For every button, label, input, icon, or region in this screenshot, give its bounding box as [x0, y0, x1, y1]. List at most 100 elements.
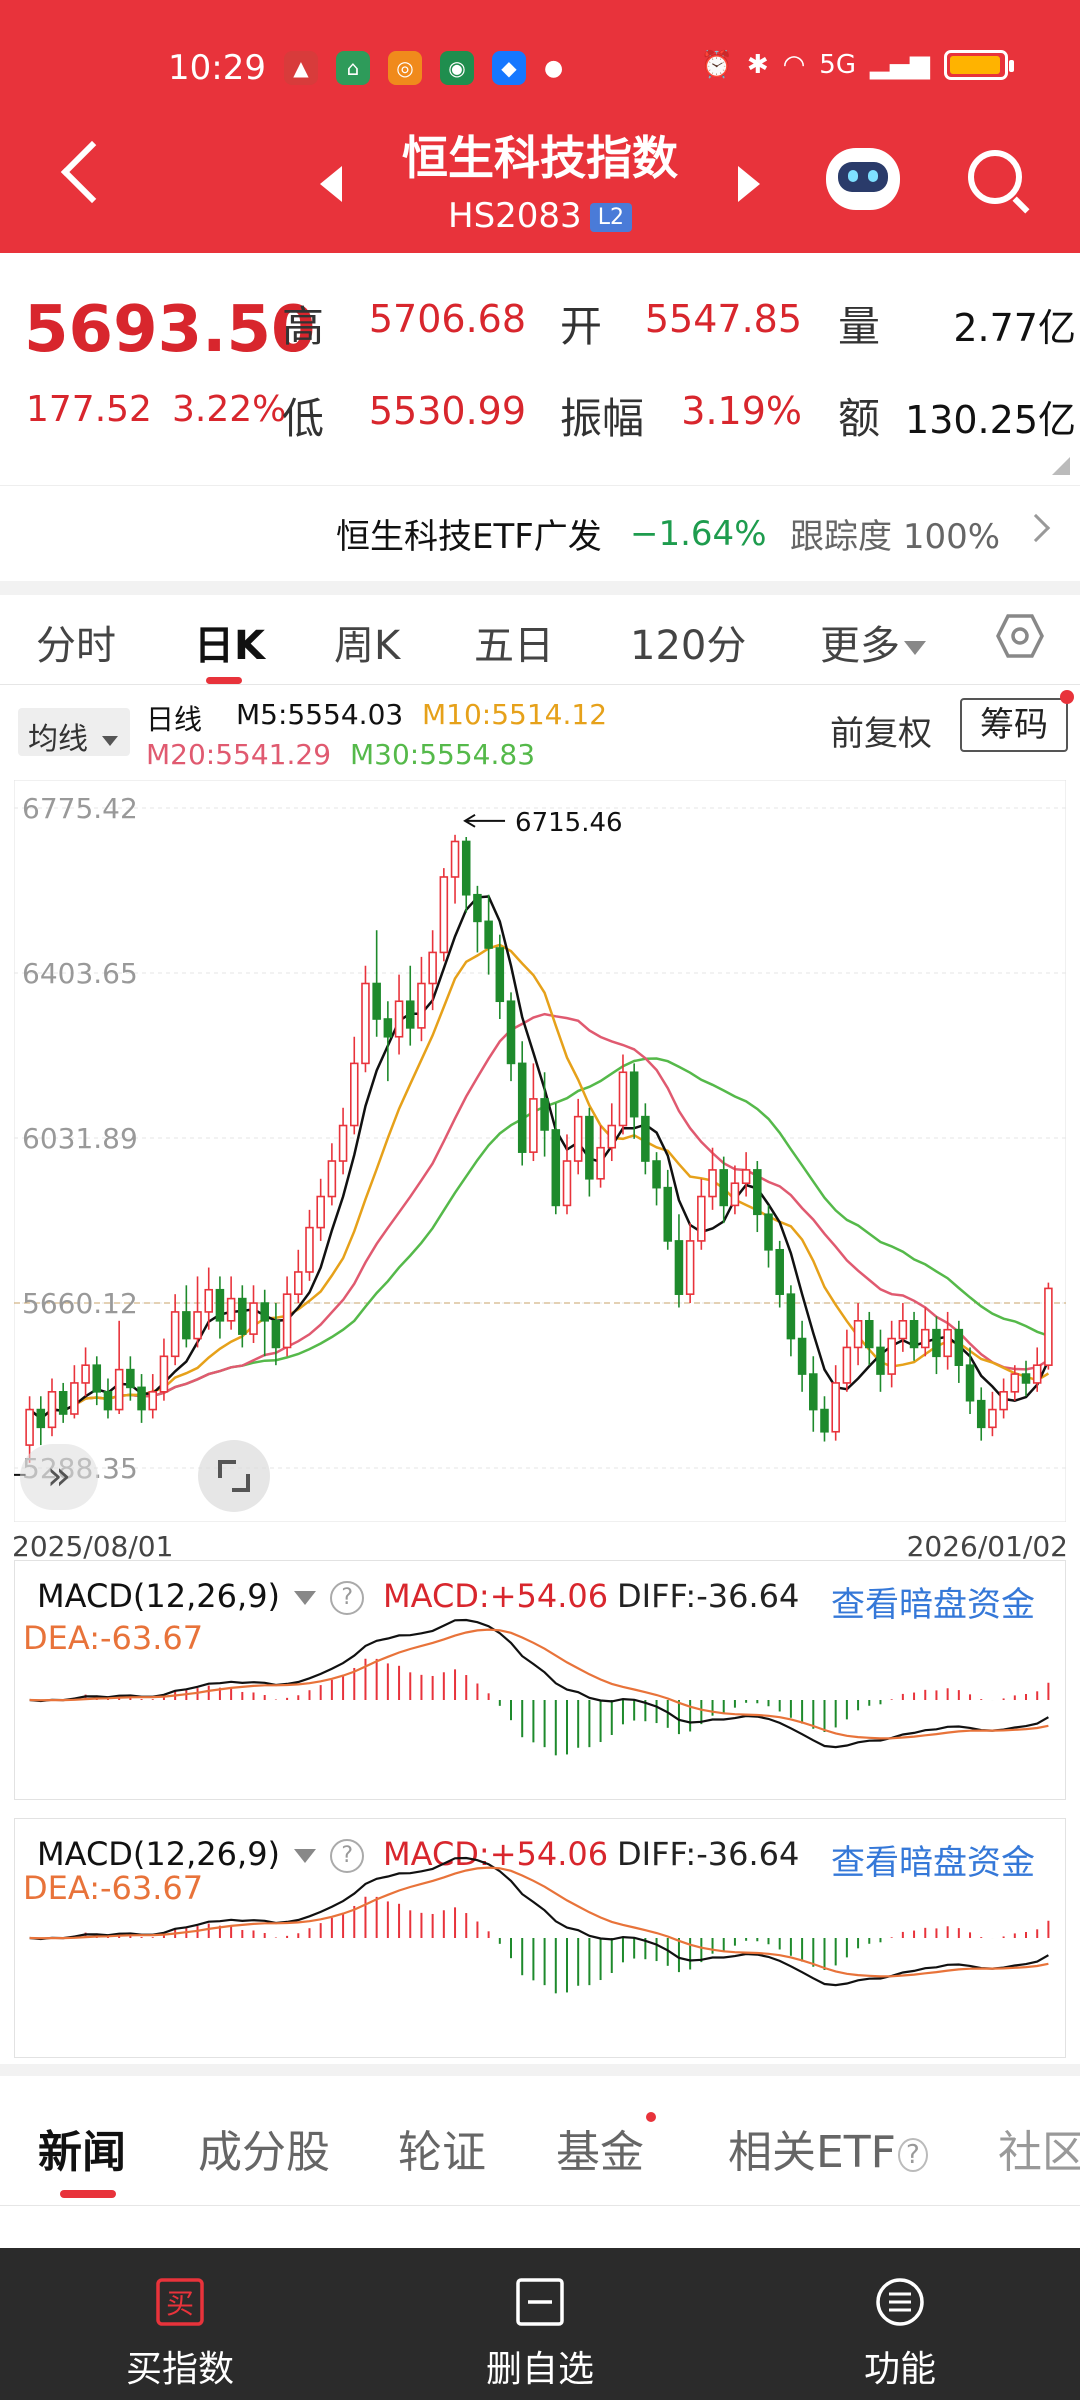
- tab-intraday[interactable]: 分时: [36, 623, 116, 669]
- candle-body: [831, 1382, 840, 1433]
- tab-community[interactable]: 社区: [998, 2127, 1080, 2178]
- candle-body: [753, 1169, 762, 1216]
- shopping-app-icon: ◎: [387, 51, 422, 85]
- candle-body: [450, 840, 460, 878]
- candle-body: [372, 982, 381, 1020]
- next-index-icon[interactable]: [738, 166, 760, 202]
- tab-related-etf[interactable]: 相关ETF?: [728, 2116, 928, 2180]
- help-icon[interactable]: ?: [330, 1839, 365, 1873]
- ma-selector[interactable]: 均线: [18, 708, 130, 757]
- y-tick-label: 5660.12: [22, 1287, 138, 1320]
- macd-title[interactable]: MACD(12,26,9) ?: [37, 1577, 365, 1615]
- expand-corner-icon[interactable]: [1052, 457, 1070, 475]
- candle-body: [36, 1408, 46, 1429]
- help-icon[interactable]: ?: [330, 1581, 365, 1615]
- remove-watchlist-button[interactable]: 删自选: [360, 2248, 720, 2400]
- candle-body: [103, 1391, 113, 1411]
- candle-body: [92, 1364, 102, 1393]
- candle-body: [361, 982, 370, 1065]
- amplitude-value: 3.19%: [681, 389, 802, 433]
- buy-index-button[interactable]: 买 买指数: [0, 2248, 360, 2400]
- macd-title-text: MACD(12,26,9): [37, 1835, 281, 1873]
- ma20-line: [28, 1012, 1050, 1420]
- candle-body: [473, 893, 482, 923]
- tab-warrants[interactable]: 轮证: [398, 2127, 486, 2178]
- candle-body: [719, 1169, 728, 1207]
- candle-body: [820, 1408, 829, 1433]
- volume-label: 量: [838, 302, 881, 351]
- candle-body: [260, 1302, 269, 1322]
- candle-body: [965, 1364, 975, 1402]
- search-icon[interactable]: [968, 150, 1022, 204]
- fullscreen-icon[interactable]: [198, 1440, 270, 1512]
- dark-pool-link[interactable]: 查看暗盘资金: [831, 1585, 1035, 1625]
- candle-body: [405, 1000, 415, 1029]
- tab-weekly-k[interactable]: 周K: [334, 623, 401, 669]
- buy-icon: 买: [156, 2278, 204, 2326]
- tab-news[interactable]: 新闻: [38, 2127, 126, 2178]
- quote-panel: 5693.50 177.52 3.22% 高 5706.68 开 5547.85 …: [0, 253, 1080, 485]
- high-label: 高: [282, 302, 325, 351]
- candle-body: [887, 1337, 896, 1375]
- diff-value: DIFF:-36.64: [617, 1577, 800, 1615]
- change-percent: 3.22%: [171, 389, 287, 430]
- help-icon: ?: [898, 2138, 928, 2172]
- chevron-down-icon: [101, 735, 118, 746]
- current-price: 5693.50: [24, 293, 316, 367]
- candle-body: [898, 1320, 908, 1340]
- ma10-value: M10:5514.12: [422, 698, 608, 731]
- settings-hexagon-icon[interactable]: [996, 612, 1044, 660]
- amplitude-label: 振幅: [560, 394, 645, 443]
- candle-body: [540, 1098, 549, 1131]
- candle-body: [943, 1328, 952, 1358]
- adjust-mode[interactable]: 前复权: [830, 714, 932, 754]
- divider: [0, 2064, 1080, 2076]
- candles: [25, 834, 1053, 1463]
- chart-grid: [14, 807, 1066, 1469]
- functions-button[interactable]: 功能: [720, 2248, 1080, 2400]
- related-etf-row[interactable]: 恒生科技ETF广发 −1.64% 跟踪度 100%: [0, 485, 1080, 581]
- notification-dot: [646, 2112, 656, 2122]
- candle-body: [1021, 1373, 1031, 1384]
- macd-title[interactable]: MACD(12,26,9) ?: [37, 1835, 365, 1873]
- y-tick-label: 6403.65: [22, 957, 138, 990]
- tab-related-etf-label: 相关ETF: [728, 2127, 896, 2178]
- candle-body: [148, 1391, 158, 1411]
- tab-daily-k[interactable]: 日K: [194, 623, 265, 669]
- bank2-app-icon: ◉: [439, 51, 474, 85]
- tab-five-day[interactable]: 五日: [474, 623, 554, 669]
- macd-panel-2[interactable]: MACD(12,26,9) ? MACD:+54.06 DIFF:-36.64 …: [14, 1818, 1066, 2058]
- ma5-value: M5:5554.03: [236, 698, 404, 731]
- chips-button[interactable]: 筹码: [960, 698, 1068, 752]
- candle-body: [786, 1293, 796, 1340]
- date-axis: 2025/08/01 2026/01/02: [12, 1530, 1068, 1563]
- app-header: 10:29 ▲ ⌂ ◎ ◉ ◆ ● ⏰ ✱ ◠ 5G ▂▄▆ 恒生科技指数 HS…: [0, 0, 1080, 253]
- notification-dot: [1060, 690, 1074, 704]
- prev-index-icon[interactable]: [320, 166, 342, 202]
- stock-app-icon: ▲: [283, 51, 318, 85]
- dea-line: [29, 1628, 1049, 1740]
- etf-name: 恒生科技ETF广发: [336, 517, 602, 557]
- buy-index-label: 买指数: [125, 2349, 234, 2390]
- etf-change: −1.64%: [630, 513, 767, 554]
- status-bar: 10:29 ▲ ⌂ ◎ ◉ ◆ ●: [168, 48, 563, 88]
- ma30-value: M30:5554.83: [350, 738, 536, 771]
- tab-120min[interactable]: 120分: [630, 623, 747, 669]
- level-badge: L2: [589, 203, 632, 232]
- assistant-robot-icon[interactable]: [826, 148, 900, 210]
- tab-constituents[interactable]: 成分股: [198, 2127, 330, 2178]
- dark-pool-link[interactable]: 查看暗盘资金: [831, 1843, 1035, 1883]
- candle-body: [461, 840, 471, 896]
- macd-panel-1[interactable]: MACD(12,26,9) ? MACD:+54.06 DIFF:-36.64 …: [14, 1560, 1066, 1800]
- fast-forward-button[interactable]: »: [20, 1444, 98, 1510]
- candlestick-chart[interactable]: 6775.426403.656031.895660.125288.356715.…: [14, 780, 1066, 1522]
- bank-app-icon: ⌂: [335, 51, 370, 85]
- price-change: 177.52 3.22%: [26, 389, 306, 430]
- candle-body: [573, 1115, 583, 1162]
- tab-more[interactable]: 更多: [820, 613, 926, 671]
- tab-funds[interactable]: 基金: [556, 2127, 644, 2178]
- candle-body: [25, 1408, 34, 1446]
- candle-body: [417, 982, 426, 1029]
- candle-body: [294, 1271, 303, 1295]
- signal-label: 5G: [819, 50, 856, 80]
